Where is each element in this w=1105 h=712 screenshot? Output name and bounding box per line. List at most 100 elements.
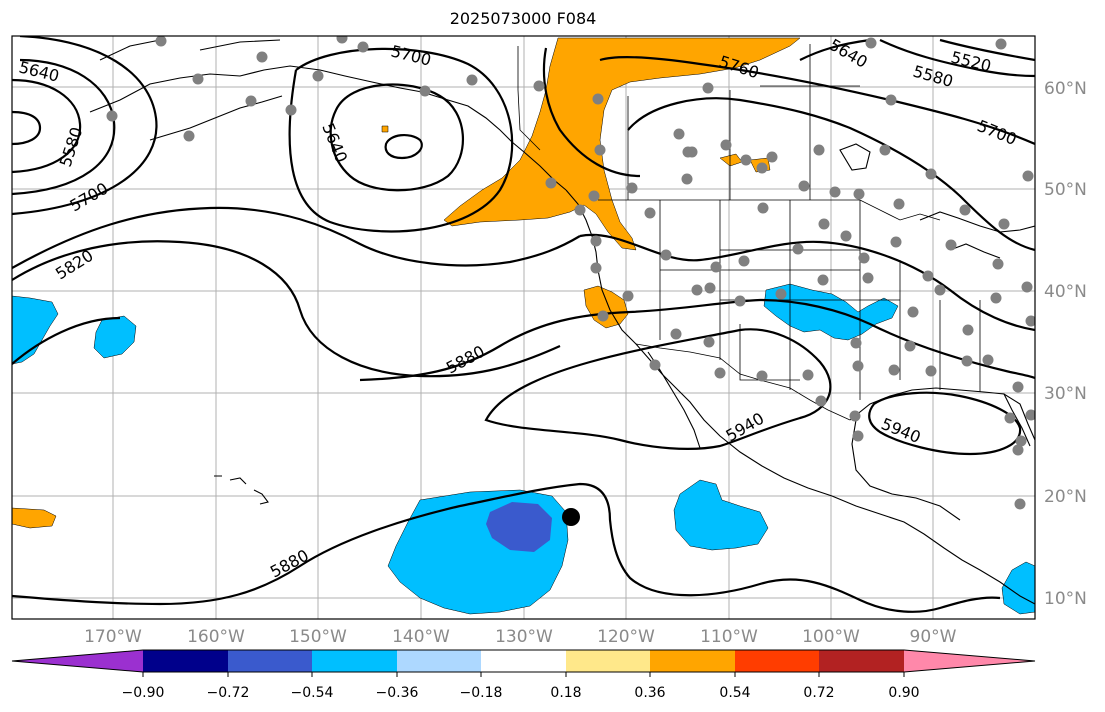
station-dot — [703, 336, 715, 348]
station-dot — [622, 290, 634, 302]
station-dot — [879, 144, 891, 156]
latitude-labels: 60°N 50°N 40°N 30°N 20°N 10°N — [1044, 79, 1087, 609]
station-dot — [1004, 412, 1016, 424]
lat-label: 20°N — [1044, 487, 1087, 507]
colorbar-tick-label: 0.90 — [888, 685, 919, 701]
contour-5820 — [12, 240, 561, 378]
station-dot — [865, 37, 877, 49]
storm-marker — [562, 508, 580, 526]
station-dot — [798, 180, 810, 192]
contour-low-west-inner — [12, 110, 42, 146]
station-dot — [592, 93, 604, 105]
station-dot — [792, 243, 804, 255]
station-dot — [995, 38, 1007, 50]
station-dot — [990, 292, 1002, 304]
station-dot — [704, 282, 716, 294]
lon-label: 90°W — [910, 627, 957, 647]
station-dot — [802, 369, 814, 381]
colorbar-ticks — [142, 672, 905, 677]
station-dot — [626, 182, 638, 194]
colorbar-tick-label: −0.72 — [207, 685, 250, 701]
station-dot — [673, 128, 685, 140]
map-border — [11, 35, 1036, 620]
contour-5640-north — [799, 38, 871, 61]
station-dot — [959, 204, 971, 216]
station-dot — [1025, 315, 1035, 327]
colorbar-segment — [566, 650, 650, 672]
station-dot — [155, 36, 167, 47]
lat-label: 10°N — [1044, 589, 1087, 609]
lat-label: 60°N — [1044, 79, 1087, 99]
station-dot — [849, 410, 861, 422]
colorbar: −0.90 −0.72 −0.54 −0.36 −0.18 0.18 0.36 … — [11, 649, 1036, 701]
station-dot — [336, 36, 348, 44]
coastline-hawaii — [214, 475, 269, 505]
station-dot — [925, 168, 937, 180]
station-dot — [734, 295, 746, 307]
station-dot — [998, 218, 1010, 230]
station-dot — [357, 41, 369, 53]
station-dot — [1022, 170, 1034, 182]
station-dot — [681, 173, 693, 185]
lon-label: 170°W — [84, 627, 142, 647]
station-dot — [594, 144, 606, 156]
contour-5760-southern — [12, 206, 581, 269]
station-dot — [1015, 435, 1027, 447]
colorbar-tick-label: −0.36 — [376, 685, 419, 701]
negative-anomaly-mexico-offshore — [673, 479, 769, 551]
station-dot — [850, 337, 862, 349]
contour-5820-east — [579, 233, 1035, 332]
station-dot — [934, 284, 946, 296]
station-dot — [702, 82, 714, 94]
colorbar-tick-label: 0.36 — [634, 685, 665, 701]
contour-5940-gulf — [868, 391, 1022, 456]
station-dot — [853, 188, 865, 200]
contour-low-gulf-inner — [384, 134, 423, 160]
contour-5580-north — [879, 39, 1035, 78]
station-dot — [858, 252, 870, 264]
station-dot — [590, 235, 602, 247]
colorbar-tick-label: 0.54 — [719, 685, 750, 701]
colorbar-segment — [650, 650, 735, 672]
negative-anomaly-central-pacific — [93, 315, 137, 359]
contour-5700-east — [599, 55, 1035, 146]
colorbar-segment — [228, 650, 312, 672]
station-dot — [961, 355, 973, 367]
state-borders — [659, 200, 981, 400]
anomaly-shading — [12, 37, 1035, 615]
station-dot — [1014, 498, 1026, 510]
station-dot — [574, 204, 586, 216]
colorbar-segment — [312, 650, 397, 672]
contour-low-gulf-5700 — [288, 47, 514, 233]
station-dot — [925, 365, 937, 377]
lon-label: 150°W — [289, 627, 347, 647]
station-dot — [1012, 444, 1024, 456]
station-dot — [982, 354, 994, 366]
colorbar-segment — [819, 650, 904, 672]
colorbar-tick-label: −0.18 — [460, 685, 503, 701]
colorbar-extend-min — [12, 650, 143, 672]
station-dot — [183, 130, 195, 142]
station-dot — [597, 310, 609, 322]
lon-label: 130°W — [495, 627, 553, 647]
station-dot — [852, 360, 864, 372]
colorbar-tick-label: −0.90 — [122, 685, 165, 701]
station-dot — [945, 239, 957, 251]
station-dot — [815, 395, 827, 407]
lon-label: 110°W — [700, 627, 758, 647]
contour-5520-north — [939, 38, 1035, 62]
station-dot — [419, 85, 431, 97]
station-dot — [533, 80, 545, 92]
contour-5760 — [542, 47, 641, 178]
contour-5940-west — [484, 328, 832, 450]
station-dot — [962, 324, 974, 336]
geopotential-contours — [12, 36, 1035, 613]
colorbar-segment — [735, 650, 819, 672]
station-dot — [714, 367, 726, 379]
station-dot — [738, 255, 750, 267]
lat-label: 30°N — [1044, 384, 1087, 404]
contour-5880-south — [12, 482, 1001, 613]
colorbar-segments — [11, 649, 1036, 673]
strong-negative-anomaly-core — [486, 502, 552, 552]
